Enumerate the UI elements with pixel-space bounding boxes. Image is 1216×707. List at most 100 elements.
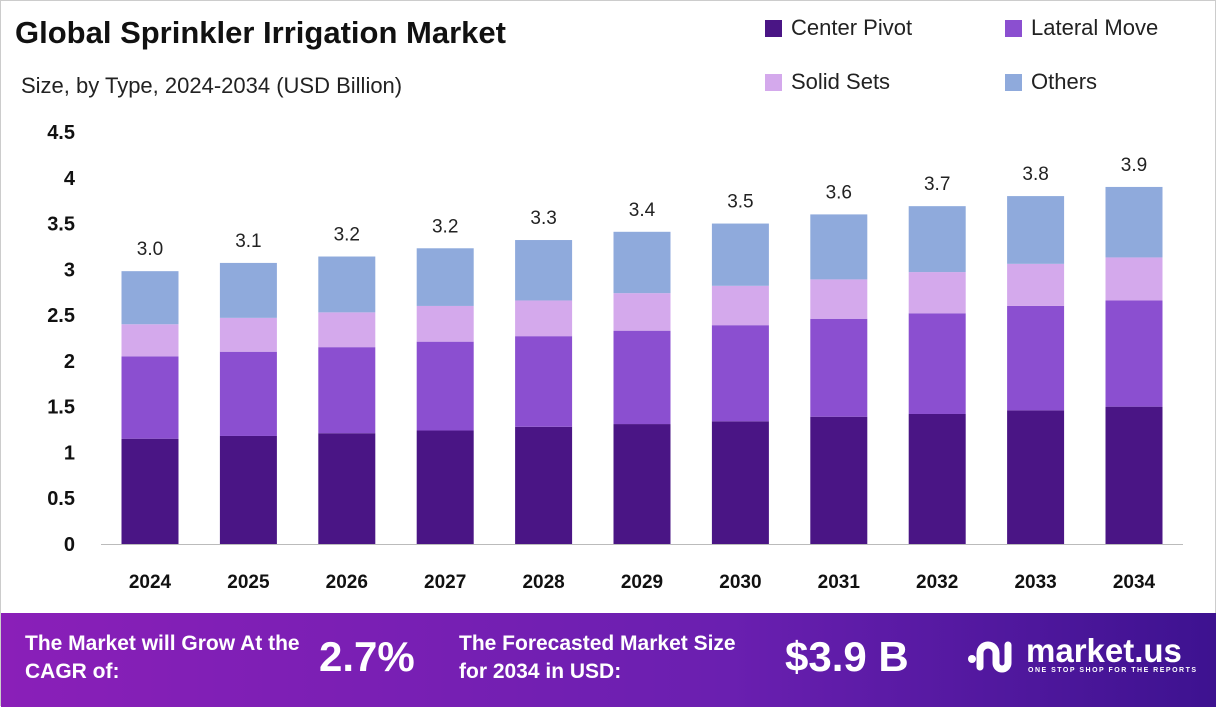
- x-tick-label: 2031: [818, 572, 861, 593]
- bar-segment-lateral-move: [416, 341, 474, 431]
- bar-segment-others: [318, 256, 376, 313]
- x-tick-label: 2030: [719, 572, 761, 593]
- bar-segment-solid-sets: [1007, 263, 1065, 306]
- cagr-value: 2.7%: [319, 633, 415, 680]
- bar-segment-others: [515, 240, 573, 301]
- bar-segment-center-pivot: [1105, 406, 1163, 544]
- bar-segment-solid-sets: [1105, 257, 1163, 301]
- bar-segment-center-pivot: [318, 433, 376, 544]
- bar-segment-center-pivot: [810, 416, 868, 544]
- data-label-total: 3.2: [334, 225, 360, 246]
- data-label-total: 3.6: [826, 182, 852, 203]
- x-tick-label: 2032: [916, 572, 958, 593]
- chart-title: Global Sprinkler Irrigation Market: [15, 15, 506, 50]
- forecast-value: $3.9 B: [785, 633, 909, 680]
- brand-name: market.us: [1026, 632, 1182, 669]
- bar-segment-others: [219, 262, 277, 318]
- x-tick-label: 2028: [522, 572, 564, 593]
- market-us-logo: market.us ONE STOP SHOP FOR THE REPORTS: [966, 632, 1198, 674]
- x-tick-label: 2024: [129, 572, 172, 593]
- legend-swatch: [765, 19, 782, 37]
- brand-tagline: ONE STOP SHOP FOR THE REPORTS: [1028, 667, 1198, 674]
- y-tick-label: 0.5: [47, 488, 75, 510]
- bar-segment-center-pivot: [121, 438, 179, 544]
- bar-segment-solid-sets: [121, 324, 179, 357]
- data-label-total: 3.5: [727, 192, 753, 213]
- legend-item: Center Pivot: [765, 15, 1005, 41]
- bar-segment-lateral-move: [515, 336, 573, 427]
- y-tick-label: 2: [64, 351, 75, 373]
- data-label-total: 3.4: [629, 200, 656, 221]
- y-tick-label: 2.5: [47, 305, 75, 327]
- bar-segment-others: [121, 271, 179, 325]
- y-tick-label: 3.5: [47, 214, 75, 236]
- data-label-total: 3.1: [235, 231, 261, 252]
- bar-segment-center-pivot: [613, 424, 671, 544]
- legend-swatch: [1005, 19, 1022, 37]
- bar-segment-solid-sets: [219, 317, 277, 352]
- y-tick-label: 3: [64, 259, 75, 281]
- legend-label: Solid Sets: [791, 69, 891, 94]
- bar-segment-others: [416, 248, 474, 306]
- legend-swatch: [765, 73, 782, 91]
- legend-label: Lateral Move: [1031, 15, 1159, 40]
- legend-item: Lateral Move: [1005, 15, 1205, 41]
- logo-icon: [968, 641, 1012, 672]
- bar-segment-others: [1007, 196, 1065, 264]
- bar-segment-others: [1105, 186, 1163, 258]
- bar-segment-solid-sets: [515, 300, 573, 337]
- x-tick-label: 2026: [326, 572, 368, 593]
- bar-segment-center-pivot: [416, 430, 474, 544]
- bar-segment-lateral-move: [219, 351, 277, 436]
- x-tick-label: 2029: [621, 572, 663, 593]
- data-label-total: 3.3: [530, 208, 556, 229]
- legend-swatch: [1005, 73, 1022, 91]
- y-tick-label: 1.5: [47, 397, 75, 419]
- bar-segment-lateral-move: [613, 330, 671, 425]
- y-tick-label: 4.5: [47, 122, 75, 144]
- bar-chart: 0 0.5 1 1.5 2 2.5 3 3.5 4 4.5 3.0 2024 3.1 2025 3.2 202…: [47, 122, 1183, 593]
- y-tick-label: 0: [64, 534, 75, 556]
- bar-segment-solid-sets: [908, 272, 966, 314]
- legend-item: Others: [1005, 69, 1205, 95]
- x-tick-label: 2033: [1014, 572, 1056, 593]
- bar-segment-solid-sets: [810, 279, 868, 319]
- data-label-total: 3.9: [1121, 155, 1147, 176]
- bar-segment-lateral-move: [1007, 305, 1065, 411]
- bar-segment-lateral-move: [810, 318, 868, 417]
- bar-segment-center-pivot: [219, 435, 277, 544]
- bar-segment-center-pivot: [515, 426, 573, 544]
- bar-segment-center-pivot: [1007, 410, 1065, 544]
- bar-segment-others: [810, 214, 868, 280]
- legend: Center Pivot Lateral Move Solid Sets Oth…: [765, 15, 1205, 95]
- bar-segment-center-pivot: [711, 421, 769, 544]
- bar-segment-lateral-move: [908, 313, 966, 414]
- bar-segment-lateral-move: [1105, 300, 1163, 407]
- data-label-total: 3.7: [924, 174, 950, 195]
- legend-label: Center Pivot: [791, 15, 913, 40]
- bar-segment-others: [908, 206, 966, 273]
- bar-segment-solid-sets: [416, 305, 474, 342]
- bar-segment-lateral-move: [121, 356, 179, 439]
- bar-segment-others: [613, 231, 671, 294]
- x-tick-label: 2027: [424, 572, 466, 593]
- bar-segment-others: [711, 223, 769, 286]
- y-tick-label: 1: [64, 442, 75, 464]
- data-label-total: 3.0: [137, 239, 163, 260]
- bar-segment-lateral-move: [318, 347, 376, 434]
- bar-segment-solid-sets: [318, 312, 376, 348]
- chart-subtitle: Size, by Type, 2024-2034 (USD Billion): [21, 73, 403, 98]
- x-tick-label: 2025: [227, 572, 270, 593]
- x-tick-label: 2034: [1113, 572, 1156, 593]
- y-tick-label: 4: [64, 168, 76, 190]
- data-label-total: 3.8: [1022, 164, 1048, 185]
- cagr-label: The Market will Grow At the CAGR of:: [25, 632, 300, 683]
- footer-banner: The Market will Grow At the CAGR of: 2.7…: [1, 613, 1216, 707]
- legend-label: Others: [1031, 69, 1098, 94]
- bar-segment-center-pivot: [908, 413, 966, 544]
- bar-segment-solid-sets: [613, 293, 671, 331]
- bar-segment-solid-sets: [711, 285, 769, 326]
- forecast-label: The Forecasted Market Size for 2034 in U…: [459, 632, 736, 683]
- legend-item: Solid Sets: [765, 69, 1005, 95]
- bar-segment-lateral-move: [711, 325, 769, 422]
